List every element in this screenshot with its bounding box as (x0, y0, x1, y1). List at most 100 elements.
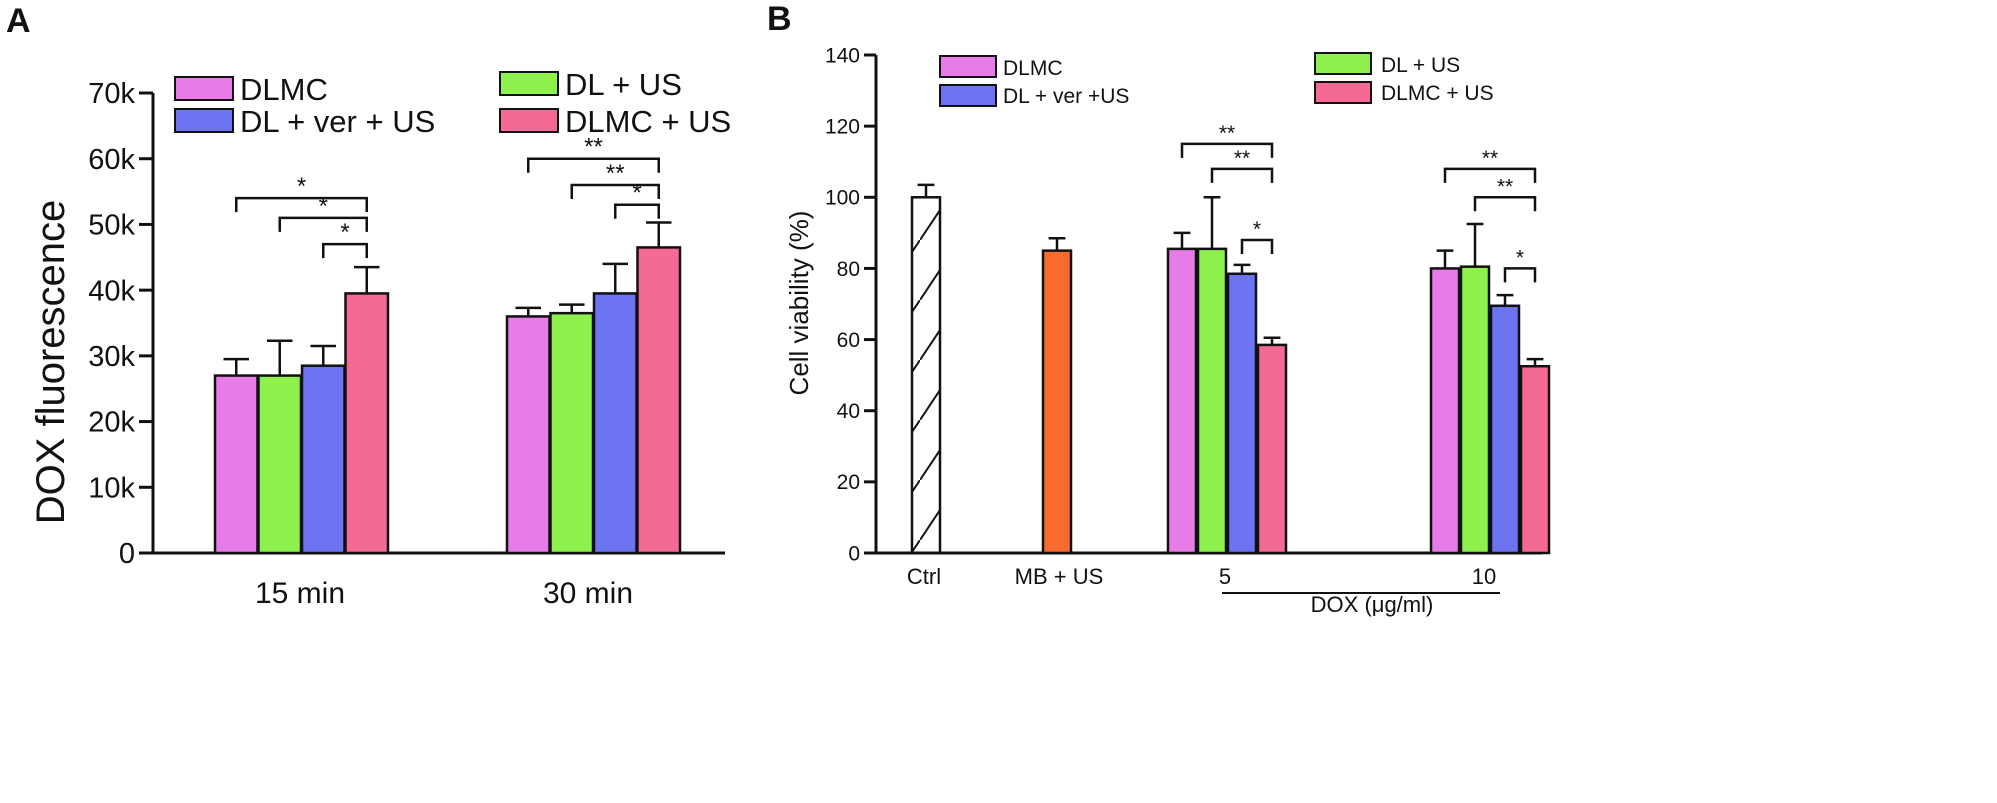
legend-swatch (499, 108, 559, 133)
legend-label: DL + ver +US (1003, 85, 1129, 108)
significance-label: * (297, 173, 306, 200)
bar (300, 364, 346, 555)
panel-b-legend: DLMC DL + ver +US DL + US DLMC + US (939, 52, 1494, 108)
panel-b-bars (910, 183, 1551, 555)
panel-a-significance: ******** (235, 134, 660, 259)
legend-label: DL + US (565, 67, 682, 102)
legend-swatch (499, 71, 559, 96)
significance-bracket (1240, 238, 1274, 254)
significance-bracket (1473, 196, 1537, 212)
significance-label: * (319, 193, 328, 220)
legend-label: DLMC (1003, 57, 1063, 80)
significance-label: ** (1497, 175, 1513, 198)
legend-item: DL + ver +US (939, 84, 1129, 108)
panel-b-y-tick-label: 40 (837, 400, 860, 423)
significance-label: * (1253, 218, 1261, 241)
legend-label: DL + ver + US (240, 104, 435, 139)
panel-a-y-tick-label: 20k (88, 407, 135, 439)
legend-swatch (1314, 81, 1372, 104)
panel-b-x-tick-labels: Ctrl MB + US 5 10 (907, 564, 1496, 589)
panel-b-x-axis-label: DOX (μg/ml) (1311, 592, 1434, 617)
bar (1459, 265, 1491, 555)
panel-b-y-tick-label: 80 (837, 258, 860, 281)
significance-label: * (1516, 246, 1524, 269)
panel-a-bars (213, 221, 682, 555)
significance-bracket (322, 242, 368, 259)
panel-b-category-label: 5 (1219, 564, 1231, 589)
panel-b-letter: B (767, 0, 792, 38)
panel-a-x-tick-labels: 15 min 30 min (255, 577, 633, 610)
legend-swatch (174, 76, 234, 101)
bar (910, 196, 942, 555)
panel-b-chart: B Cell viability (%) 020406080100120140 … (767, 0, 1551, 617)
panel-a-y-axis-label: DOX fluorescence (29, 200, 73, 525)
panel-a-letter: A (6, 2, 31, 40)
panel-a-category-label: 30 min (543, 577, 633, 610)
bar (1519, 365, 1551, 555)
panel-b-category-label: 10 (1472, 564, 1496, 589)
legend-item: DL + US (1314, 52, 1460, 77)
legend-swatch (939, 55, 997, 78)
significance-bracket (1210, 167, 1274, 183)
bar (549, 311, 595, 555)
panel-a-y-tick-label: 0 (119, 538, 135, 570)
panel-b-significance: ********** (1180, 122, 1537, 283)
significance-bracket (570, 183, 660, 199)
bar (1256, 343, 1288, 555)
legend-item: DLMC + US (499, 104, 731, 139)
bar (1166, 247, 1198, 555)
legend-swatch (939, 84, 997, 107)
legend-item: DLMC + US (1314, 81, 1494, 105)
panel-b-y-tick-label: 120 (825, 115, 860, 138)
panel-a-category-label: 15 min (255, 577, 345, 610)
significance-label: * (632, 180, 641, 207)
bar (1489, 304, 1521, 555)
panel-b-category-label: Ctrl (907, 564, 941, 589)
panel-b-y-tick-label: 60 (837, 329, 860, 352)
panel-a-y-tick-label: 40k (88, 275, 135, 307)
significance-label: ** (606, 160, 625, 187)
legend-swatch (1314, 52, 1372, 75)
legend-item: DLMC (174, 72, 328, 107)
panel-a-y-tick-label: 50k (88, 210, 135, 242)
significance-label: * (340, 219, 349, 246)
legend-item: DL + US (499, 67, 682, 102)
bar (213, 374, 259, 555)
legend-label: DLMC + US (1381, 82, 1494, 105)
legend-label: DL + US (1381, 54, 1460, 77)
panel-a-axes: 0 10k 20k 30k 40k 50k 60k 70k (88, 78, 725, 570)
significance-label: ** (584, 134, 603, 161)
significance-label: ** (1219, 122, 1235, 145)
panel-a-chart: A DOX fluorescence 0 10k 20k 30k 40k 50k 60k 70… (6, 2, 731, 610)
bar (1429, 267, 1461, 555)
bar (257, 374, 303, 555)
significance-bracket (527, 157, 660, 173)
significance-bracket (614, 203, 660, 219)
panel-a-legend: DLMC DL + ver + US DL + US DLMC + US (174, 67, 731, 139)
significance-bracket (1180, 142, 1274, 158)
panel-a-y-tick-label: 30k (88, 341, 135, 373)
bar (1041, 249, 1073, 555)
panel-b-y-tick-label: 100 (825, 187, 860, 210)
panel-b-category-label: MB + US (1015, 564, 1104, 589)
bar (636, 246, 682, 555)
legend-item: DLMC (939, 55, 1063, 80)
bar (1226, 272, 1258, 555)
significance-label: ** (1234, 147, 1250, 170)
panel-b-y-axis-label: Cell viability (%) (784, 211, 814, 396)
legend-label: DLMC + US (565, 104, 731, 139)
panel-a-y-tick-label: 60k (88, 144, 135, 176)
legend-item: DL + ver + US (174, 104, 435, 139)
significance-bracket (278, 216, 368, 232)
panel-a-y-tick-label: 10k (88, 472, 135, 504)
bar (344, 292, 390, 555)
panel-a-y-tick-label: 70k (88, 78, 135, 110)
legend-swatch (174, 108, 234, 133)
bar (592, 292, 638, 555)
significance-bracket (1443, 167, 1537, 183)
bar (1196, 247, 1228, 555)
legend-label: DLMC (240, 72, 328, 107)
significance-label: ** (1482, 147, 1498, 170)
significance-bracket (1503, 267, 1537, 283)
